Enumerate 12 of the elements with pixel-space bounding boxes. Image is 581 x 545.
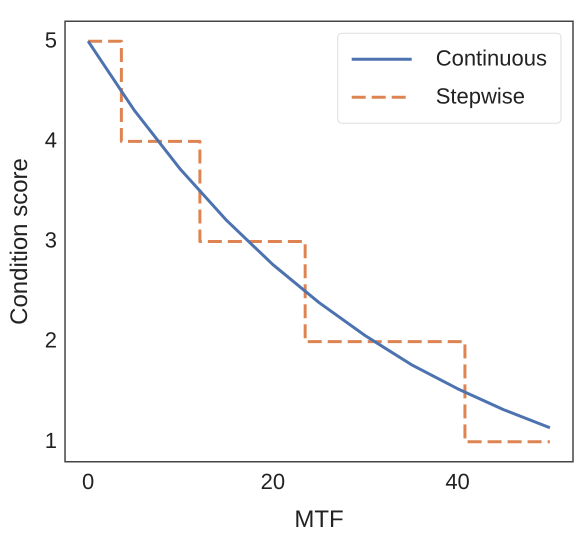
y-tick-label: 1 — [44, 428, 58, 453]
y-tick-label: 3 — [44, 228, 58, 253]
legend-label: Stepwise — [436, 83, 525, 108]
x-axis-title: MTF — [294, 506, 344, 534]
x-tick-label: 20 — [260, 469, 286, 494]
y-tick-label: 5 — [44, 27, 58, 52]
y-axis-title: Condition score — [6, 158, 34, 325]
x-tick-label: 0 — [82, 469, 94, 494]
y-tick-label: 2 — [44, 328, 58, 353]
y-tick-label: 4 — [44, 127, 58, 152]
legend-label: Continuous — [436, 45, 548, 70]
x-tick-label: 40 — [445, 469, 470, 494]
